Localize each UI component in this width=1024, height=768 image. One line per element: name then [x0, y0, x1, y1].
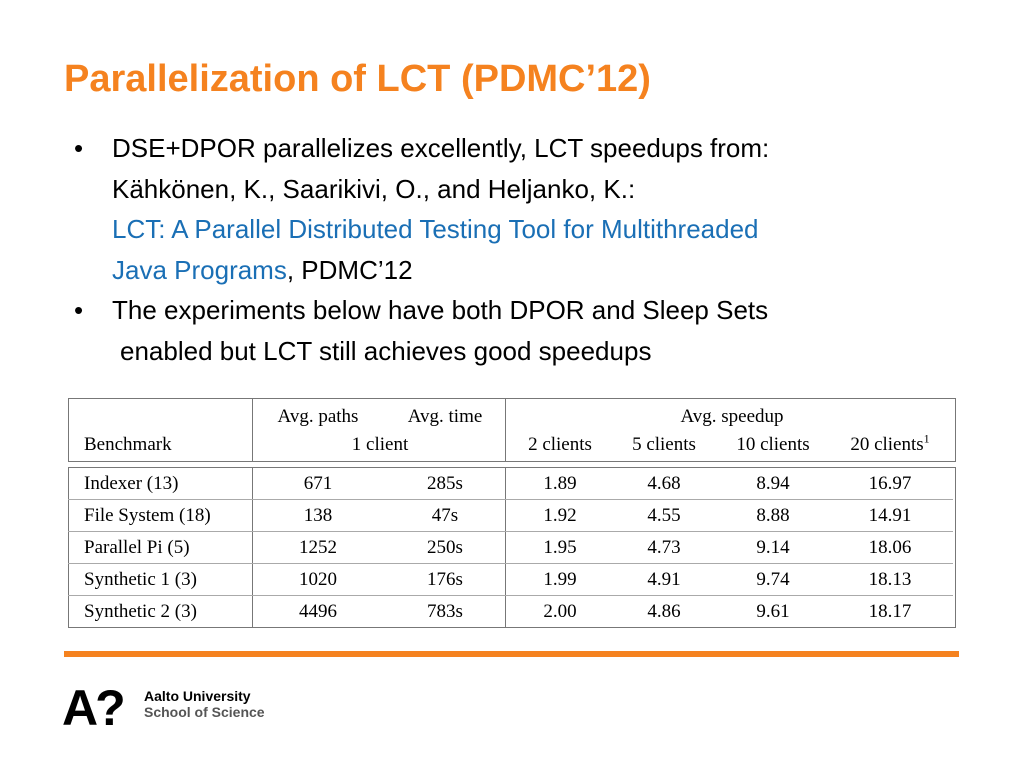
institution-name: Aalto University School of Science	[144, 688, 265, 720]
cell-paths: 4496	[299, 601, 337, 622]
bullet-item-2: • The experiments below have both DPOR a…	[68, 290, 998, 371]
bullet-1-line-2: Kähkönen, K., Saarikivi, O., and Heljank…	[112, 173, 636, 204]
cell-speedup-20: 14.91	[868, 505, 912, 526]
cell-benchmark: Synthetic 1 (3)	[84, 569, 197, 590]
cell-benchmark: Synthetic 2 (3)	[84, 601, 197, 622]
bullet-1-line-1: DSE+DPOR parallelizes excellently, LCT s…	[112, 133, 770, 163]
cell-speedup-2: 2.00	[543, 601, 577, 622]
cell-time: 285s	[427, 473, 463, 494]
cell-benchmark: File System (18)	[84, 505, 211, 526]
col-header-20-clients: 20 clients1	[850, 431, 930, 455]
cell-speedup-2: 1.89	[543, 473, 577, 494]
cell-benchmark: Parallel Pi (5)	[84, 537, 190, 558]
cell-benchmark: Indexer (13)	[84, 473, 179, 494]
footer-accent-bar	[64, 651, 959, 657]
cell-speedup-5: 4.86	[647, 601, 681, 622]
cell-speedup-20: 16.97	[868, 473, 912, 494]
bullet-2-line-2: enabled but LCT still achieves good spee…	[120, 335, 652, 366]
cell-paths: 138	[303, 505, 333, 526]
col-header-one-client: 1 client	[351, 434, 409, 455]
cell-speedup-20: 18.13	[868, 569, 912, 590]
cell-time: 783s	[427, 601, 463, 622]
cell-speedup-5: 4.91	[647, 569, 681, 590]
citation-venue: , PDMC’12	[286, 254, 413, 285]
bullet-item-1: • DSE+DPOR parallelizes excellently, LCT…	[68, 128, 998, 290]
bullet-dot: •	[74, 133, 84, 163]
cell-paths: 671	[303, 473, 333, 494]
col-header-10-clients: 10 clients	[736, 434, 810, 455]
col-header-2-clients: 2 clients	[528, 434, 592, 455]
cell-speedup-10: 8.88	[756, 505, 790, 526]
cell-paths: 1252	[299, 537, 337, 558]
table-body	[68, 467, 956, 628]
bullet-list: • DSE+DPOR parallelizes excellently, LCT…	[68, 128, 998, 371]
slide-title: Parallelization of LCT (PDMC’12)	[64, 58, 651, 100]
cell-speedup-20: 18.06	[868, 537, 912, 558]
cell-speedup-10: 8.94	[756, 473, 790, 494]
cell-speedup-10: 9.61	[756, 601, 790, 622]
body-divider	[505, 467, 506, 628]
row-divider	[68, 563, 953, 564]
row-divider	[68, 499, 953, 500]
cell-speedup-2: 1.95	[543, 537, 577, 558]
cell-speedup-5: 4.73	[647, 537, 681, 558]
speedup-table: Benchmark Avg. paths Avg. time 1 client …	[68, 398, 956, 628]
cell-speedup-2: 1.92	[543, 505, 577, 526]
bullet-dot: •	[74, 295, 84, 325]
cell-time: 47s	[431, 505, 459, 526]
cell-time: 250s	[427, 537, 463, 558]
school-name: School of Science	[144, 704, 265, 720]
col-header-avg-paths: Avg. paths	[277, 406, 359, 427]
aalto-logo: A?	[62, 680, 126, 736]
header-divider	[252, 398, 253, 462]
col-header-avg-time: Avg. time	[407, 406, 483, 427]
col-header-avg-speedup: Avg. speedup	[680, 406, 784, 427]
col-header-benchmark: Benchmark	[84, 434, 172, 455]
citation-link-line-2[interactable]: Java Programs	[112, 254, 287, 285]
cell-speedup-10: 9.14	[756, 537, 790, 558]
col-header-5-clients: 5 clients	[632, 434, 696, 455]
table-header	[68, 398, 956, 462]
footnote-marker: 1	[923, 431, 930, 446]
cell-speedup-20: 18.17	[868, 601, 912, 622]
cell-speedup-2: 1.99	[543, 569, 577, 590]
cell-time: 176s	[427, 569, 463, 590]
body-divider	[252, 467, 253, 628]
row-divider	[68, 595, 953, 596]
row-divider	[68, 531, 953, 532]
university-name: Aalto University	[144, 688, 251, 704]
cell-speedup-5: 4.68	[647, 473, 681, 494]
cell-speedup-10: 9.74	[756, 569, 790, 590]
cell-paths: 1020	[299, 569, 337, 590]
bullet-2-line-1: The experiments below have both DPOR and…	[112, 295, 769, 325]
cell-speedup-5: 4.55	[647, 505, 681, 526]
header-divider	[505, 398, 506, 462]
citation-link-line-1[interactable]: LCT: A Parallel Distributed Testing Tool…	[112, 214, 759, 244]
